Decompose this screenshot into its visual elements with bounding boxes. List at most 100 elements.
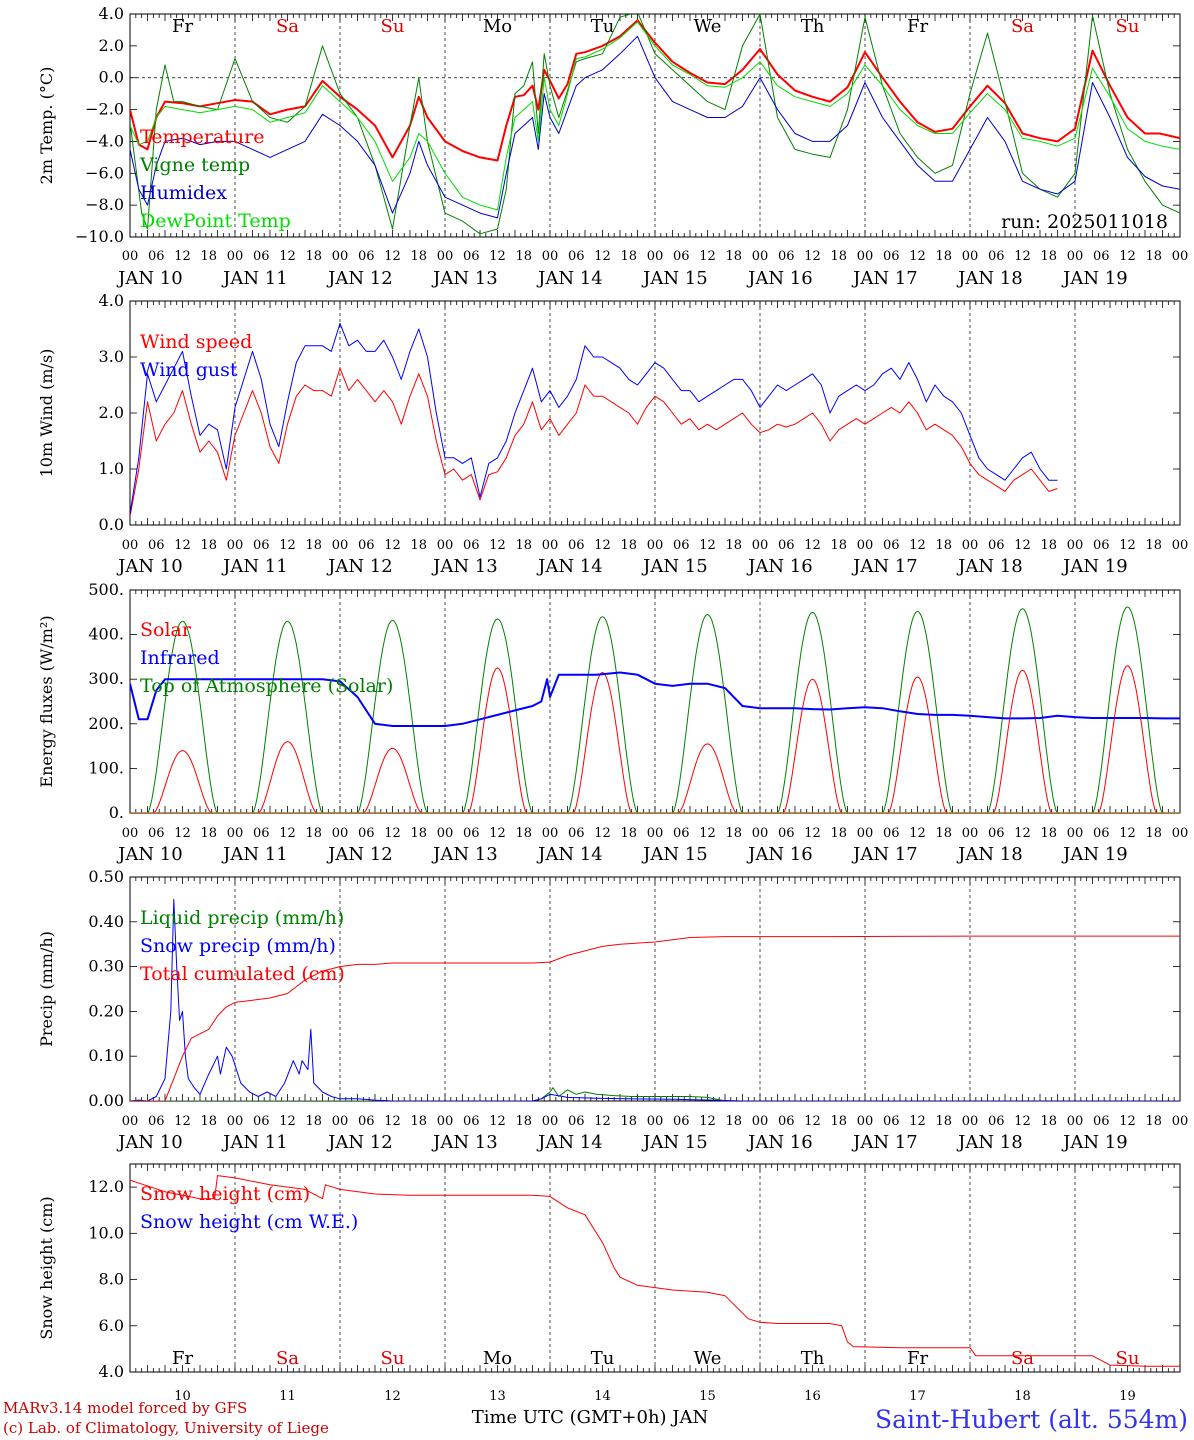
hour-tick-label: 00	[122, 538, 139, 553]
hour-tick-label: 06	[673, 249, 690, 264]
hour-tick-label: 12	[174, 249, 191, 264]
day-label: JAN 13	[431, 844, 498, 865]
day-label: JAN 14	[536, 556, 603, 577]
hour-tick-label: 18	[935, 826, 952, 841]
hour-tick-label: 12	[1014, 538, 1031, 553]
hour-tick-label: 18	[620, 538, 637, 553]
hour-tick-label: 06	[778, 249, 795, 264]
day-number: 18	[1014, 1389, 1031, 1404]
hour-tick-label: 18	[200, 826, 217, 841]
hour-tick-label: 06	[988, 249, 1005, 264]
day-label: JAN 11	[221, 556, 288, 577]
hour-tick-label: 06	[463, 1114, 480, 1129]
weekday-label: We	[694, 16, 722, 37]
hour-tick-label: 12	[174, 826, 191, 841]
hour-tick-label: 18	[1040, 538, 1057, 553]
series-line-2	[130, 935, 1180, 1101]
hour-tick-label: 06	[988, 826, 1005, 841]
hour-tick-label: 18	[935, 249, 952, 264]
day-number: 15	[699, 1389, 716, 1404]
day-label: JAN 18	[956, 556, 1023, 577]
hour-tick-label: 00	[647, 1114, 664, 1129]
y-tick-label: 8.0	[99, 1270, 124, 1289]
y-tick-label: 2.0	[99, 36, 124, 55]
day-label: JAN 18	[956, 1132, 1023, 1153]
hour-tick-label: 12	[699, 1114, 716, 1129]
hour-tick-label: 12	[384, 249, 401, 264]
weekday-label: Sa	[276, 1348, 299, 1369]
hour-tick-label: 00	[1067, 249, 1084, 264]
toa-solar-line	[130, 606, 1180, 813]
day-label: JAN 10	[116, 556, 183, 577]
hour-tick-label: 00	[227, 1114, 244, 1129]
hour-tick-label: 12	[489, 249, 506, 264]
hour-tick-label: 00	[752, 249, 769, 264]
hour-tick-label: 06	[778, 538, 795, 553]
series-line-0	[130, 1087, 1180, 1101]
hour-tick-label: 06	[358, 826, 375, 841]
hour-tick-label: 18	[410, 826, 427, 841]
y-tick-label: 400.	[88, 625, 124, 644]
day-label: JAN 16	[746, 556, 813, 577]
y-tick-label: 0.0	[99, 515, 124, 534]
day-label: JAN 12	[326, 268, 393, 289]
hour-tick-label: 06	[568, 538, 585, 553]
y-axis-title: 10m Wind (m/s)	[37, 349, 56, 478]
hour-tick-label: 18	[305, 538, 322, 553]
hour-tick-label: 00	[332, 249, 349, 264]
hour-tick-label: 06	[673, 826, 690, 841]
model-credit: MARv3.14 model forced by GFS	[3, 1399, 247, 1417]
hour-tick-label: 12	[909, 249, 926, 264]
hour-tick-label: 18	[725, 1114, 742, 1129]
hour-tick-label: 12	[279, 249, 296, 264]
hour-tick-label: 12	[594, 538, 611, 553]
y-tick-label: 0.50	[88, 867, 124, 886]
hour-tick-label: 12	[279, 826, 296, 841]
hour-tick-label: 12	[1119, 826, 1136, 841]
hour-tick-label: 06	[883, 249, 900, 264]
y-tick-label: 0.10	[88, 1046, 124, 1065]
hour-tick-label: 00	[122, 249, 139, 264]
legend-entry: Infrared	[140, 647, 220, 669]
x-axis-label: Time UTC (GMT+0h) JAN	[472, 1407, 709, 1428]
day-label: JAN 11	[221, 268, 288, 289]
hour-tick-label: 00	[122, 1114, 139, 1129]
series-line-1	[130, 14, 1180, 235]
hour-tick-label: 06	[673, 1114, 690, 1129]
weekday-label: Sa	[276, 16, 299, 37]
hour-tick-label: 18	[830, 1114, 847, 1129]
hour-tick-label: 12	[699, 249, 716, 264]
legend-entry: Top of Atmosphere (Solar)	[140, 675, 393, 697]
y-tick-label: 10.0	[88, 1223, 124, 1242]
day-number: 11	[279, 1389, 296, 1404]
hour-tick-label: 18	[620, 826, 637, 841]
hour-tick-label: 18	[935, 538, 952, 553]
hour-tick-label: 06	[568, 1114, 585, 1129]
y-tick-label: 0.20	[88, 1001, 124, 1020]
hour-tick-label: 06	[253, 1114, 270, 1129]
hour-tick-label: 18	[1040, 249, 1057, 264]
hour-tick-label: 06	[673, 538, 690, 553]
hour-tick-label: 12	[909, 538, 926, 553]
hour-tick-label: 00	[1067, 538, 1084, 553]
day-label: JAN 15	[641, 556, 708, 577]
hour-tick-label: 06	[358, 1114, 375, 1129]
hour-tick-label: 12	[384, 1114, 401, 1129]
hour-tick-label: 00	[647, 249, 664, 264]
hour-tick-label: 18	[830, 538, 847, 553]
hour-tick-label: 06	[148, 249, 165, 264]
legend-entry: DewPoint Temp	[140, 210, 291, 232]
day-label: JAN 18	[956, 844, 1023, 865]
weekday-label: Su	[1116, 16, 1140, 37]
legend-entry: Liquid precip (mm/h)	[140, 907, 344, 929]
series-line-2	[130, 35, 1180, 219]
y-tick-label: 0.30	[88, 957, 124, 976]
hour-tick-label: 18	[1040, 826, 1057, 841]
hour-tick-label: 18	[1145, 1114, 1162, 1129]
hour-tick-label: 12	[1119, 249, 1136, 264]
day-label: JAN 19	[1061, 268, 1128, 289]
hour-tick-label: 00	[542, 249, 559, 264]
hour-tick-label: 06	[1093, 826, 1110, 841]
hour-tick-label: 12	[804, 249, 821, 264]
hour-tick-label: 18	[1145, 826, 1162, 841]
